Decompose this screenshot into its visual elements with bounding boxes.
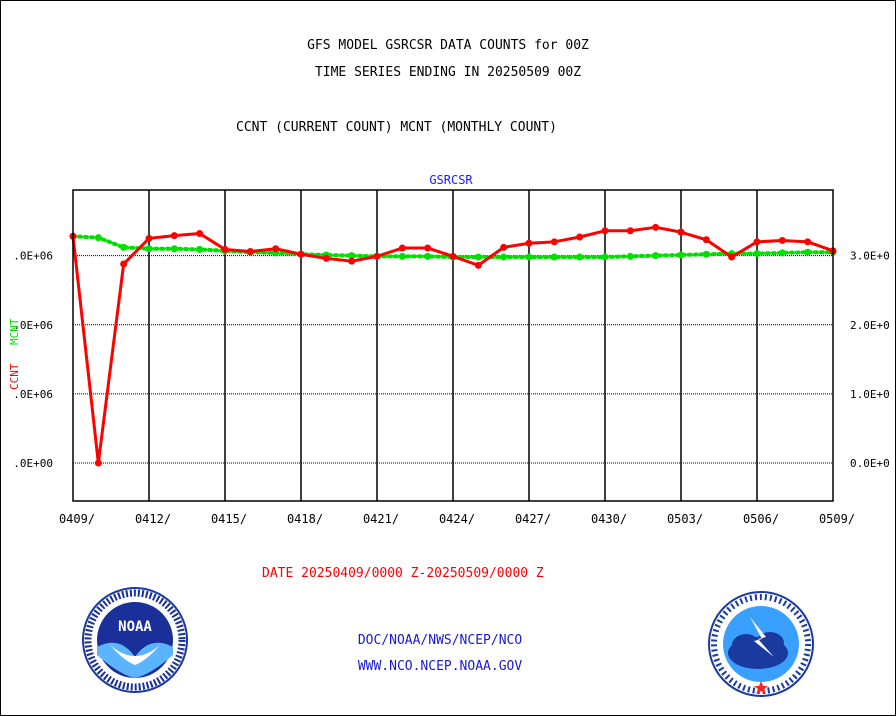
plot-area-border: [72, 189, 834, 502]
y-right-tick-label: 2.0E+0: [850, 319, 890, 332]
point-mcnt: [804, 248, 812, 256]
point-ccnt: [170, 232, 178, 240]
point-mcnt: [753, 250, 761, 258]
point-ccnt: [576, 233, 584, 241]
point-ccnt: [94, 459, 102, 467]
point-mcnt: [94, 234, 102, 242]
point-ccnt: [728, 253, 736, 261]
point-mcnt: [145, 245, 153, 253]
point-mcnt: [626, 252, 634, 260]
point-mcnt: [550, 253, 558, 261]
point-ccnt: [398, 244, 406, 252]
point-mcnt: [474, 253, 482, 261]
y-left-tick-label: .0E+06: [13, 250, 53, 263]
point-mcnt: [778, 249, 786, 257]
y-label-mcnt: MCNT: [8, 318, 21, 345]
right-y-tick-labels: 3.0E+0 2.0E+0 1.0E+0 0.0E+0: [850, 250, 890, 470]
point-mcnt: [398, 252, 406, 260]
point-mcnt: [424, 252, 432, 260]
left-y-tick-labels: .0E+06 .0E+06 .0E+06 .0E+00: [13, 250, 53, 470]
x-tick-label: 0415/: [211, 512, 247, 526]
point-mcnt: [525, 253, 533, 261]
y-left-tick-label: .0E+06: [13, 388, 53, 401]
x-tick-label: 0430/: [591, 512, 627, 526]
point-mcnt: [702, 250, 710, 258]
point-ccnt: [196, 230, 204, 238]
x-tick-label: 0421/: [363, 512, 399, 526]
x-tick-label: 0418/: [287, 512, 323, 526]
y-label-ccnt: CCNT: [8, 363, 21, 390]
point-ccnt: [474, 261, 482, 269]
x-tick-labels: 0409/0412/0415/0418/0421/0424/0427/0430/…: [59, 512, 855, 526]
chart: GSRCSR 0409/0412/0415/0418/0421/0424/042…: [8, 173, 890, 526]
point-ccnt: [373, 252, 381, 260]
footer-org-path: DOC/NOAA/NWS/NCEP/NCO: [357, 633, 523, 648]
noaa-logo: NOAA: [82, 587, 188, 693]
y-axis-labels: CCNT MCNT: [8, 318, 21, 390]
x-tick-label: 0412/: [135, 512, 171, 526]
point-mcnt: [170, 245, 178, 253]
x-tick-label: 0409/: [59, 512, 95, 526]
point-mcnt: [500, 253, 508, 261]
plot-label: GSRCSR: [429, 173, 473, 187]
point-mcnt: [677, 251, 685, 259]
x-tick-label: 0427/: [515, 512, 551, 526]
nws-logo: [708, 591, 814, 697]
point-ccnt: [221, 245, 229, 253]
y-left-tick-label: .0E+06: [13, 319, 53, 332]
series-group: [69, 223, 837, 467]
point-ccnt: [449, 252, 457, 260]
x-tick-label: 0503/: [667, 512, 703, 526]
point-ccnt: [272, 245, 280, 253]
point-ccnt: [601, 227, 609, 235]
y-left-tick-label: .0E+00: [13, 457, 53, 470]
point-ccnt: [652, 223, 660, 231]
point-ccnt: [348, 257, 356, 265]
date-range: DATE 20250409/0000 Z-20250509/0000 Z: [262, 566, 544, 581]
point-ccnt: [550, 238, 558, 246]
chart-title: GFS MODEL GSRCSR DATA COUNTS for 00Z: [307, 38, 589, 53]
point-mcnt: [601, 253, 609, 261]
point-ccnt: [804, 238, 812, 246]
y-right-tick-label: 0.0E+0: [850, 457, 890, 470]
noaa-logo-text: NOAA: [118, 619, 152, 635]
point-mcnt: [120, 243, 128, 251]
point-ccnt: [778, 236, 786, 244]
point-ccnt: [626, 227, 634, 235]
point-ccnt: [677, 228, 685, 236]
point-ccnt: [702, 236, 710, 244]
point-ccnt: [322, 254, 330, 262]
y-right-tick-label: 3.0E+0: [850, 250, 890, 263]
point-mcnt: [576, 253, 584, 261]
vertical-gridlines: [148, 190, 758, 501]
x-tick-label: 0424/: [439, 512, 475, 526]
point-ccnt: [525, 239, 533, 247]
y-right-tick-label: 1.0E+0: [850, 388, 890, 401]
point-ccnt: [145, 234, 153, 242]
point-ccnt: [500, 243, 508, 251]
chart-subtitle: TIME SERIES ENDING IN 20250509 00Z: [314, 65, 582, 80]
point-ccnt: [424, 244, 432, 252]
series-description: CCNT (CURRENT COUNT) MCNT (MONTHLY COUNT…: [236, 120, 557, 135]
footer-url[interactable]: WWW.NCO.NCEP.NOAA.GOV: [357, 659, 523, 674]
x-tick-label: 0509/: [819, 512, 855, 526]
point-mcnt: [196, 245, 204, 253]
x-tick-label: 0506/: [743, 512, 779, 526]
point-ccnt: [753, 238, 761, 246]
point-mcnt: [348, 252, 356, 260]
point-mcnt: [652, 252, 660, 260]
point-ccnt: [297, 250, 305, 258]
point-ccnt: [120, 260, 128, 268]
point-ccnt: [246, 248, 254, 256]
